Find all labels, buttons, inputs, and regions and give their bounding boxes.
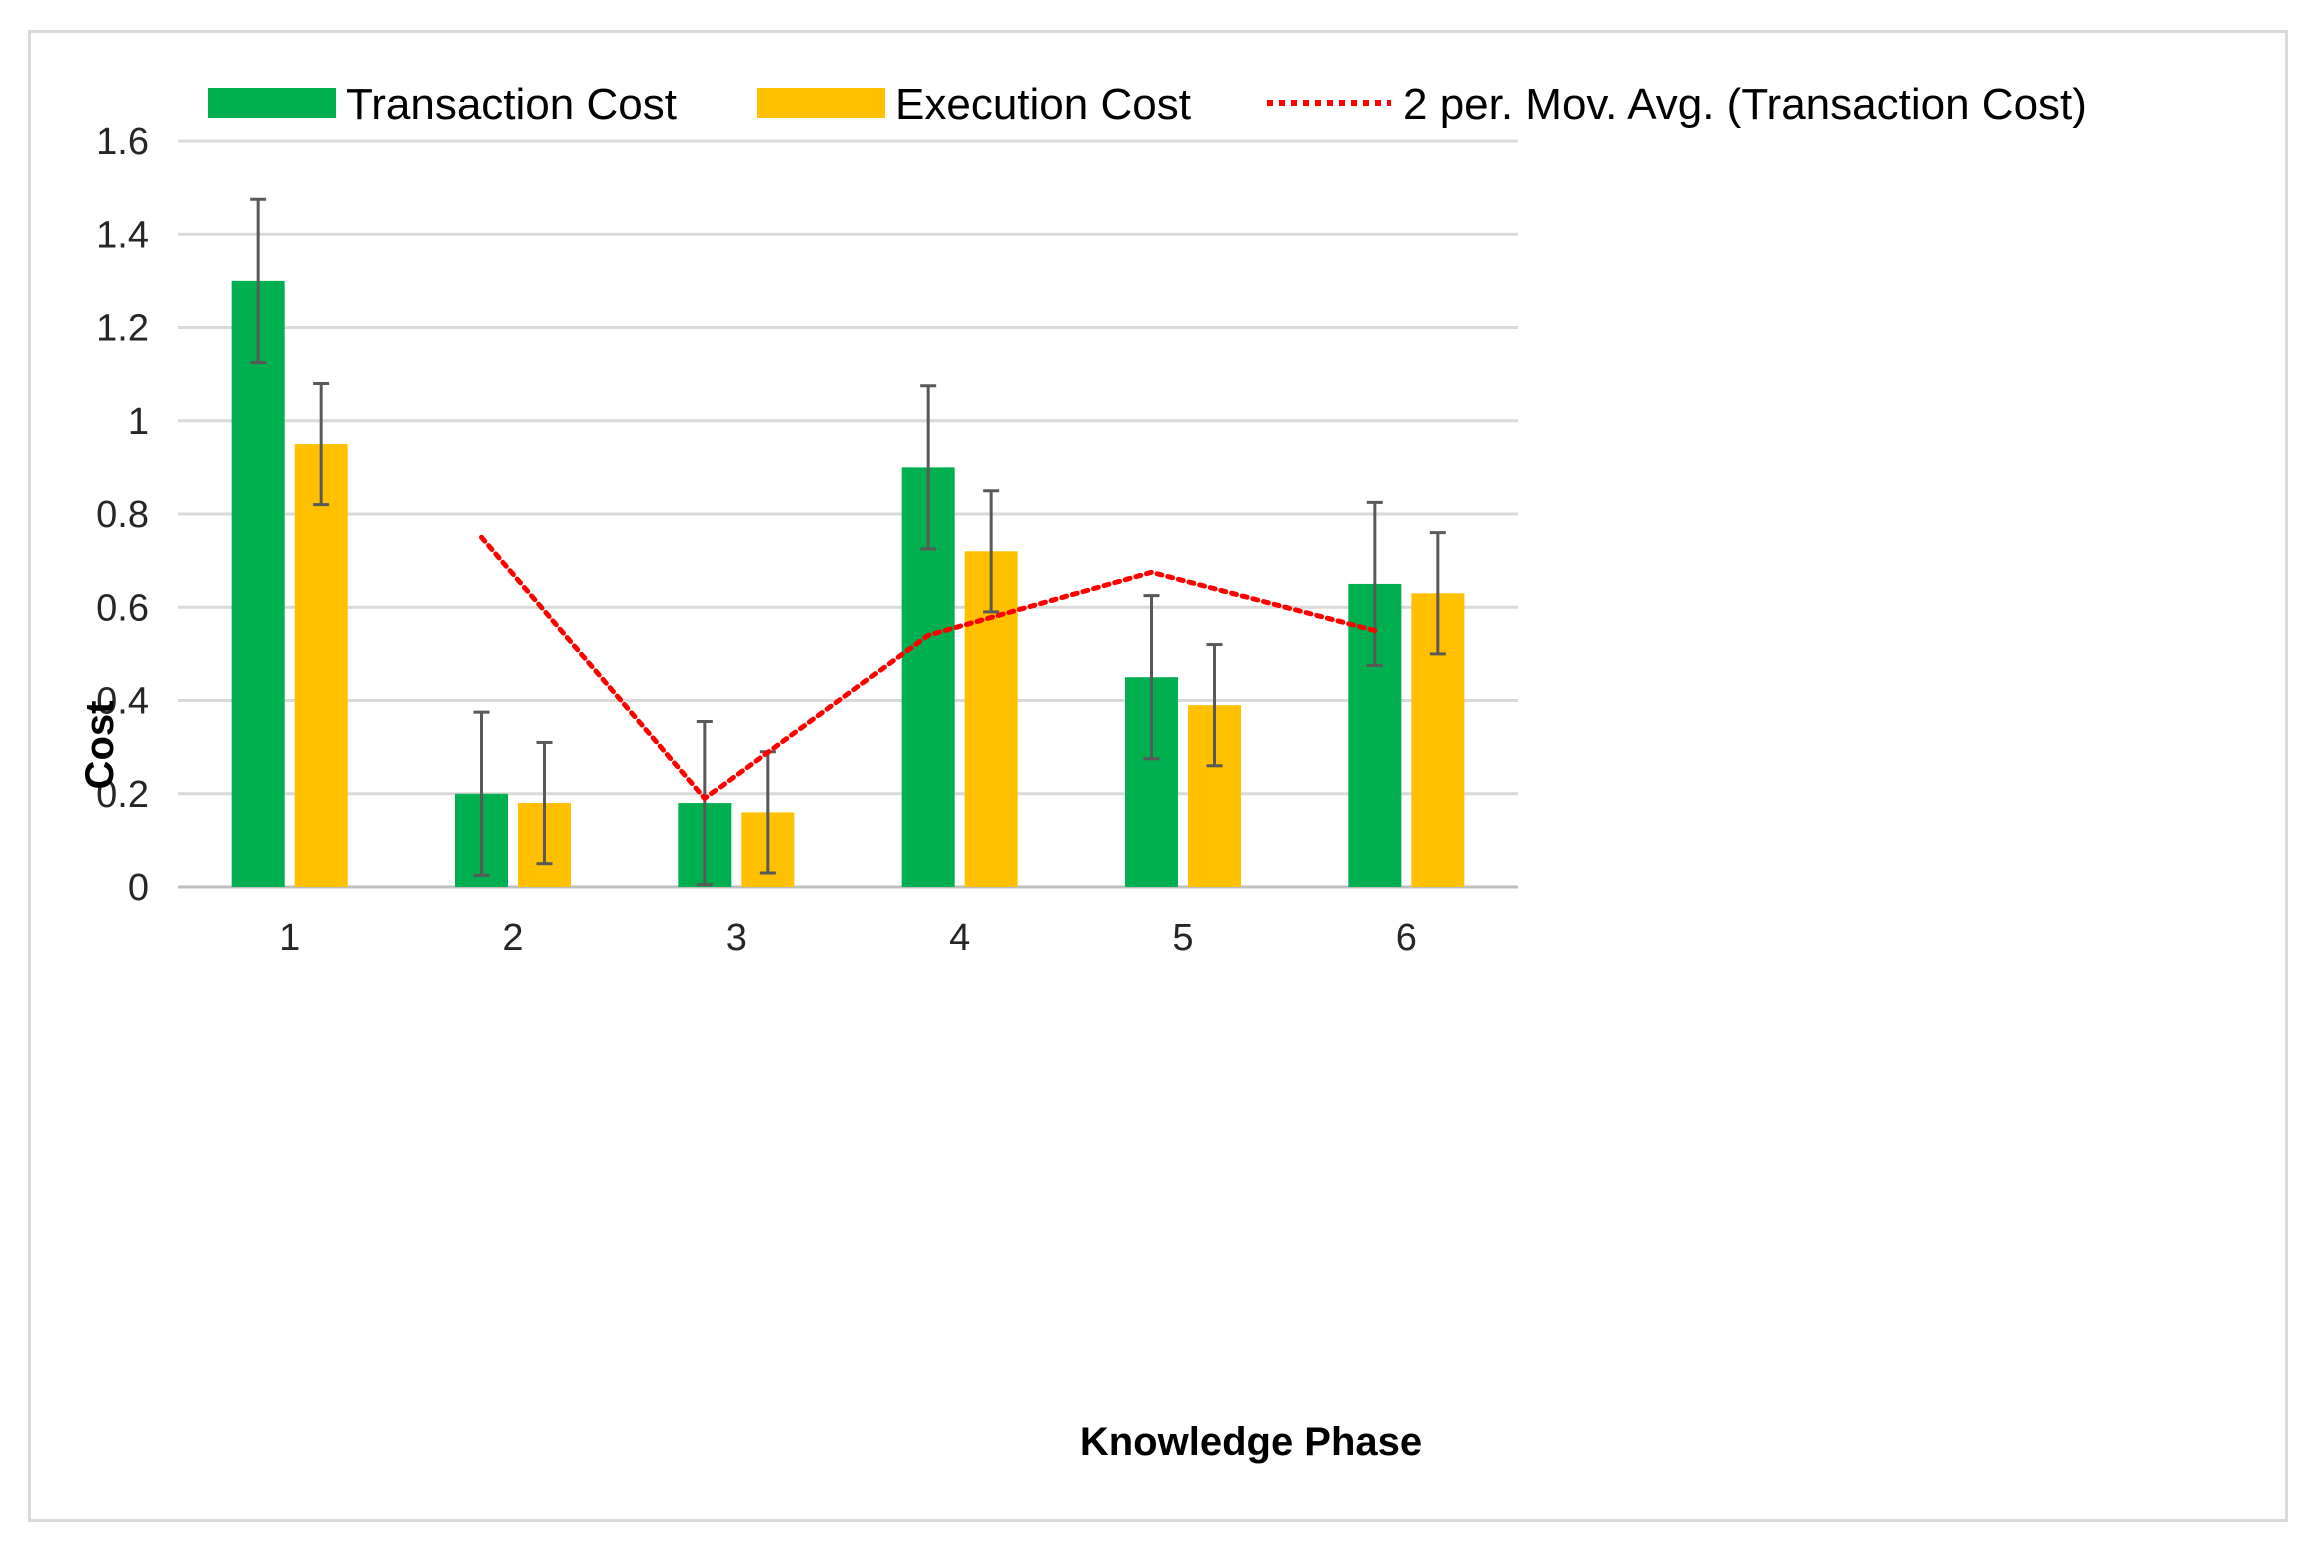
chart-canvas: Transaction Cost Execution Cost 2 per. M…	[78, 80, 2087, 1464]
error-bar-execution-cost	[1206, 643, 1223, 768]
y-tick-label: 1	[128, 401, 149, 443]
error-bar-transaction-cost	[696, 719, 713, 887]
y-tick-label: 1.4	[96, 214, 149, 256]
x-axis-title: Knowledge Phase	[1080, 1420, 1422, 1464]
chart-frame: Transaction Cost Execution Cost 2 per. M…	[28, 30, 2288, 1522]
y-tick-label: 1.2	[96, 308, 149, 350]
y-tick-label: 0.4	[96, 681, 149, 723]
y-axis-title: Cost	[78, 701, 122, 790]
error-bar-execution-cost	[313, 381, 330, 507]
error-bar-transaction-cost	[920, 384, 937, 551]
error-bars	[250, 197, 1446, 887]
bar-transaction-cost	[231, 280, 285, 887]
y-tick-label: 0.6	[96, 587, 149, 629]
error-bar-transaction-cost	[1366, 500, 1383, 668]
y-axis-ticks: 0 0.2 0.4 0.6 0.8 1 1.2 1.4 1.6	[96, 121, 149, 909]
bar-execution-cost	[294, 444, 348, 887]
x-axis-ticks: 1 2 3 4 5 6	[279, 917, 1417, 959]
y-tick-label: 1.6	[96, 121, 149, 163]
legend-label-transaction-cost: Transaction Cost	[346, 80, 677, 129]
y-tick-label: 0	[128, 867, 149, 909]
error-bar-transaction-cost	[473, 710, 490, 877]
x-tick-label: 1	[279, 917, 300, 959]
legend-swatch-execution-cost	[757, 88, 885, 118]
x-tick-label: 6	[1396, 917, 1417, 959]
bars	[231, 280, 1465, 887]
error-bar-transaction-cost	[250, 197, 267, 364]
error-bar-execution-cost	[1429, 531, 1446, 656]
moving-average-line	[479, 534, 1378, 802]
x-tick-label: 3	[726, 917, 747, 959]
y-tick-label: 0.8	[96, 494, 149, 536]
y-tick-label: 0.2	[96, 774, 149, 816]
error-bar-execution-cost	[536, 740, 553, 866]
legend: Transaction Cost Execution Cost 2 per. M…	[208, 80, 2087, 129]
x-tick-label: 2	[502, 917, 523, 959]
legend-label-execution-cost: Execution Cost	[895, 80, 1191, 129]
legend-label-moving-average: 2 per. Mov. Avg. (Transaction Cost)	[1403, 80, 2087, 129]
x-tick-label: 5	[1172, 917, 1193, 959]
error-bar-execution-cost	[983, 489, 1000, 614]
gridlines	[178, 139, 1518, 889]
x-tick-label: 4	[949, 917, 970, 959]
error-bar-transaction-cost	[1143, 594, 1160, 761]
legend-swatch-transaction-cost	[208, 88, 336, 118]
moving-average-trendline	[479, 534, 1378, 802]
